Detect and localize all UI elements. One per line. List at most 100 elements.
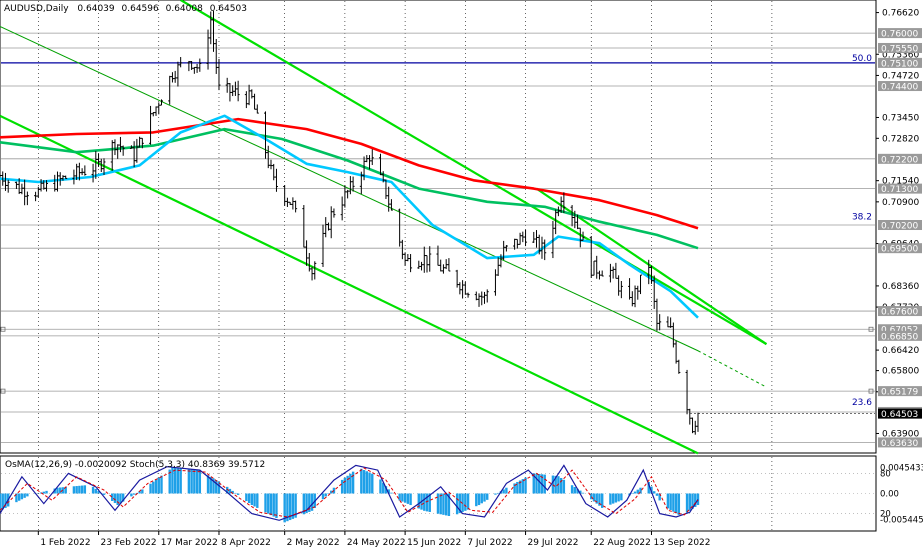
- osma-bar: [351, 471, 355, 494]
- osma-bar: [444, 493, 448, 516]
- osma-bar: [573, 487, 577, 494]
- osma-bar: [409, 493, 412, 506]
- fib-label: 23.6: [852, 398, 872, 408]
- osma-bar: [617, 493, 620, 502]
- level-label: 0.75100: [881, 59, 918, 69]
- osma-bar: [600, 493, 604, 508]
- ohlc-close: 0.64503: [210, 4, 247, 14]
- osma-bar: [595, 493, 598, 504]
- osma-bar: [269, 493, 273, 516]
- osma-bar: [94, 488, 98, 494]
- level-marker: [868, 326, 874, 332]
- osma-bar: [535, 473, 538, 494]
- channel-line: [697, 350, 767, 388]
- osma-bar: [382, 482, 385, 494]
- osma-bar: [524, 477, 527, 494]
- osma-bar: [685, 493, 689, 513]
- price-bar: [6, 179, 10, 193]
- osma-bar: [458, 493, 462, 514]
- osma-bar: [674, 493, 678, 514]
- price-bar: [198, 58, 202, 72]
- osma-bar: [390, 492, 393, 494]
- stochastic-lines: [0, 464, 699, 521]
- osma-bar: [543, 474, 546, 494]
- price-bar: [428, 246, 432, 272]
- stoch-d-line: [0, 467, 699, 518]
- osma-bar: [581, 492, 585, 494]
- price-bar: [409, 254, 413, 273]
- level-label: 0.72200: [881, 155, 918, 165]
- osma-bar: [658, 493, 661, 501]
- osma-bar: [403, 493, 407, 503]
- moving-average-line: [0, 117, 699, 230]
- osma-bar: [554, 475, 557, 494]
- osma-bar: [466, 493, 470, 510]
- price-bar: [140, 137, 144, 149]
- chart-symbol: AUDUSD,Daily: [4, 4, 69, 14]
- price-bar: [217, 58, 221, 91]
- osma-bar: [447, 493, 451, 516]
- osma-bar: [217, 481, 221, 494]
- price-bar: [389, 199, 393, 211]
- price-bar: [236, 80, 240, 102]
- osma-bar: [598, 493, 601, 506]
- osma-bar: [609, 493, 612, 505]
- osma-bar: [198, 470, 202, 494]
- price-bar: [313, 261, 317, 280]
- osma-bar: [559, 477, 563, 494]
- osma-bar: [245, 493, 248, 501]
- price-pane: 50.0 38.2 23.6: [0, 0, 877, 455]
- osma-bar: [592, 493, 596, 502]
- osma-bar: [168, 469, 171, 494]
- level-label: 0.71300: [881, 185, 918, 195]
- osma-bar: [688, 493, 691, 511]
- osma-bar: [516, 481, 519, 494]
- osma-histogram: [0, 467, 700, 523]
- osma-bar: [518, 480, 522, 494]
- level-label-box: [878, 386, 922, 397]
- osma-bar: [379, 479, 382, 494]
- level-label-box: [878, 42, 922, 53]
- channel-line: [0, 26, 699, 352]
- price-bar: [370, 149, 374, 166]
- x-tick-label: 24 May 2022: [347, 538, 406, 548]
- osma-bar: [417, 493, 420, 509]
- stoch-k-line: [0, 464, 699, 521]
- level-label-box: [878, 330, 922, 341]
- osma-bar: [83, 485, 87, 494]
- osma-bar: [387, 489, 390, 494]
- osma-bar: [371, 473, 374, 494]
- level-label: 0.76000: [881, 30, 918, 40]
- osma-bar: [97, 490, 100, 494]
- osma-bar: [340, 479, 344, 494]
- price-bar: [619, 280, 623, 299]
- osma-bar: [406, 493, 410, 504]
- osma-bar: [42, 491, 45, 494]
- osma-bar: [149, 483, 152, 494]
- osma-bar: [349, 473, 352, 494]
- x-tick-label: 8 Apr 2022: [221, 538, 271, 548]
- osma-bar: [264, 493, 267, 513]
- x-tick-label: 13 Sep 2022: [653, 538, 710, 548]
- osma-bar: [141, 489, 144, 494]
- indicator-title: OsMA(12,26,9) -0.0020092 Stoch(5,3,3) 40…: [5, 460, 265, 470]
- osma-bar: [91, 486, 95, 494]
- osma-bar: [283, 493, 286, 523]
- y-tick-label: 0.71540: [882, 177, 919, 187]
- osma-bar: [647, 481, 650, 494]
- x-tick-label: 23 Feb 2022: [101, 538, 157, 548]
- y-tick-label: 0.73450: [882, 113, 919, 123]
- y-tick-label: 0.74720: [882, 71, 919, 81]
- osma-bar: [346, 475, 349, 494]
- osma-tick-label: 0.0045433: [880, 464, 923, 474]
- osma-bar: [650, 486, 653, 494]
- level-label: 0.65179: [881, 388, 918, 398]
- osma-bar: [677, 493, 681, 515]
- level-marker: [0, 326, 6, 332]
- time-axis: 1 Feb 2022 23 Feb 2022 17 Mar 2022 8 Apr 20…: [37, 531, 711, 548]
- osma-bar: [206, 475, 210, 494]
- osma-bar: [655, 493, 659, 496]
- osma-bar: [247, 493, 251, 504]
- osma-bar: [611, 493, 615, 504]
- price-bar: [466, 292, 470, 298]
